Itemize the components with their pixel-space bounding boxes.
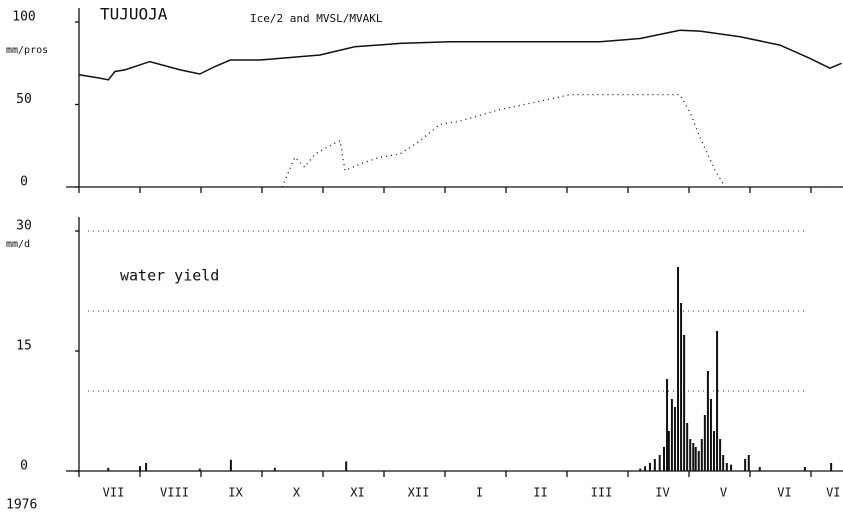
bar <box>683 335 686 471</box>
bar <box>700 439 703 471</box>
bar <box>345 461 348 471</box>
x-tick-label: XII <box>408 486 430 500</box>
bar <box>713 431 716 471</box>
bar <box>198 468 201 471</box>
bar <box>719 439 722 471</box>
x-tick-label: I <box>476 486 483 500</box>
y-tick-label: 0 <box>20 175 28 190</box>
y-unit-label: mm/d <box>6 239 30 250</box>
x-tick-label: VIII <box>160 486 189 500</box>
bar <box>747 455 750 471</box>
y-tick-label: 30 <box>16 219 32 234</box>
bar <box>648 463 651 471</box>
y-tick-label: 15 <box>16 339 32 354</box>
x-tick-label: X <box>293 486 301 500</box>
x-tick-label: VI <box>826 486 840 500</box>
bar <box>703 415 706 471</box>
bar <box>107 467 110 471</box>
bar <box>725 463 728 471</box>
bar <box>694 447 697 471</box>
bar <box>644 466 647 471</box>
chart-subtitle: Ice/2 and MVSL/MVAKL <box>250 12 383 25</box>
bar <box>706 371 709 471</box>
bar <box>145 463 148 471</box>
bar <box>730 464 733 471</box>
bar <box>667 431 670 471</box>
bar <box>830 463 833 471</box>
year-label: 1976 <box>6 498 37 513</box>
y-unit-label: mm/pros <box>6 45 48 56</box>
x-tick-label: III <box>591 486 613 500</box>
y-tick-label: 100 <box>12 10 35 25</box>
x-tick-label: IV <box>655 486 669 500</box>
bar <box>653 459 656 471</box>
bar <box>697 451 700 471</box>
bar <box>716 331 719 471</box>
x-tick-label: V <box>720 486 727 500</box>
chart-title: TUJUOJA <box>100 5 168 24</box>
x-tick-label: II <box>533 486 547 500</box>
bar <box>658 455 661 471</box>
data-line <box>281 93 842 188</box>
bar <box>709 399 712 471</box>
bar <box>686 423 689 471</box>
data-line <box>78 29 842 81</box>
bar <box>677 267 680 471</box>
bar <box>666 379 669 471</box>
bar <box>744 459 747 471</box>
bar <box>662 447 665 471</box>
bar <box>139 466 141 471</box>
bar <box>673 407 676 471</box>
x-tick-label: XI <box>350 486 364 500</box>
y-tick-label: 0 <box>20 459 28 474</box>
bar <box>670 399 673 471</box>
y-tick-label: 50 <box>16 92 32 107</box>
bar <box>639 468 642 471</box>
bar <box>803 467 806 471</box>
x-tick-label: IX <box>228 486 243 500</box>
x-tick-label: VI <box>777 486 791 500</box>
annotation: water yield <box>120 267 219 285</box>
bar <box>273 467 276 471</box>
x-tick-label: VII <box>103 486 125 500</box>
bar <box>229 459 232 471</box>
bar <box>758 467 761 471</box>
bar <box>722 455 725 471</box>
bar <box>692 443 695 471</box>
bar <box>680 303 683 471</box>
bar <box>689 439 692 471</box>
